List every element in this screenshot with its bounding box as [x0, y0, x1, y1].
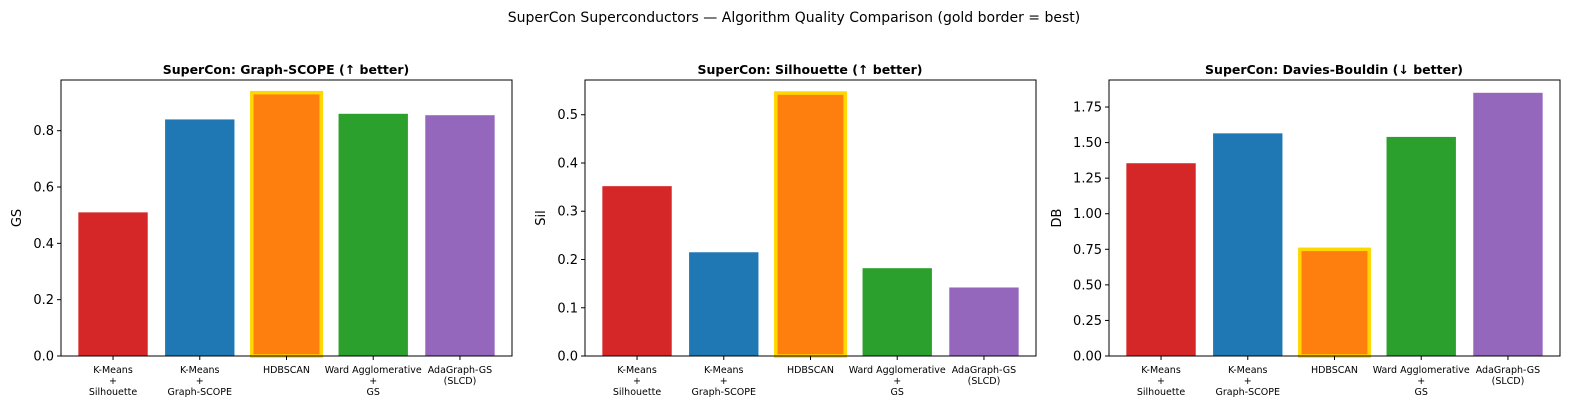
y-tick-label: 1.00 [1073, 207, 1102, 222]
bar [1298, 247, 1371, 358]
y-tick-label: 0.75 [1073, 243, 1102, 258]
y-tick-label: 0.4 [33, 237, 54, 252]
y-axis-label: Sil [534, 210, 549, 225]
y-tick-label: 0.25 [1073, 314, 1102, 329]
x-tick-label: AdaGraph-GS (SLCD) [1476, 365, 1541, 387]
chart-marks: K-Means + Silhouette K-Means + Graph-SCOPE HDB… [33, 90, 495, 398]
bar [1126, 163, 1196, 356]
bar [689, 252, 759, 356]
panel-title: SuperCon: Davies-Bouldin (↓ better) [1205, 62, 1463, 77]
bar [949, 287, 1019, 356]
plot-frame [1108, 79, 1561, 357]
panel-title: SuperCon: Silhouette (↑ better) [698, 62, 923, 77]
y-tick-label: 0.0 [33, 350, 54, 365]
bar [165, 119, 235, 357]
y-tick-label: 0.00 [1073, 350, 1102, 365]
panel-silhouette: SuperCon: Silhouette (↑ better) Sil K-Me… [534, 62, 1037, 398]
bar [862, 268, 932, 356]
y-tick-label: 1.50 [1073, 136, 1102, 151]
x-tick-label: HDBSCAN [787, 365, 834, 376]
y-tick-label: 0.8 [33, 124, 54, 139]
x-tick-label: Ward Agglomerative + GS [325, 365, 422, 398]
x-tick-label: Ward Agglomerative + GS [849, 365, 946, 398]
x-tick-label: HDBSCAN [1311, 365, 1358, 376]
bar [250, 90, 323, 358]
bar [78, 212, 148, 356]
panel-davies-bouldin: SuperCon: Davies-Bouldin (↓ better) DB K… [1050, 62, 1561, 398]
y-tick-label: 0.5 [557, 108, 578, 123]
y-tick-label: 0.2 [557, 253, 578, 268]
x-tick-label: K-Means + Graph-SCOPE [1216, 365, 1280, 398]
y-tick-label: 0.50 [1073, 278, 1102, 293]
plot-frame [60, 79, 513, 357]
x-tick-label: K-Means + Silhouette [1137, 365, 1185, 398]
bar [774, 91, 847, 358]
y-tick-label: 0.6 [33, 181, 54, 196]
y-tick-label: 0.0 [557, 350, 578, 365]
x-tick-label: K-Means + Graph-SCOPE [168, 365, 232, 398]
panel-graph-scope: SuperCon: Graph-SCOPE (↑ better) GS K-Me… [10, 62, 513, 398]
figure-suptitle: SuperCon Superconductors — Algorithm Qua… [508, 10, 1080, 26]
bar [602, 186, 672, 356]
y-axis-label: DB [1050, 209, 1065, 228]
x-tick-label: K-Means + Silhouette [613, 365, 661, 398]
panel-title: SuperCon: Graph-SCOPE (↑ better) [163, 62, 410, 77]
chart-marks: K-Means + Silhouette K-Means + Graph-SCOPE HDB… [1073, 92, 1543, 398]
bar [425, 115, 495, 356]
y-tick-label: 0.1 [557, 301, 578, 316]
chart-marks: K-Means + Silhouette K-Means + Graph-SCOPE HDB… [557, 91, 1019, 398]
x-tick-label: AdaGraph-GS (SLCD) [428, 365, 493, 387]
x-tick-label: K-Means + Graph-SCOPE [692, 365, 756, 398]
x-tick-label: K-Means + Silhouette [89, 365, 137, 398]
plot-frame [584, 79, 1037, 357]
y-tick-label: 1.25 [1073, 172, 1102, 187]
bar [1386, 136, 1456, 356]
y-tick-label: 0.4 [557, 156, 578, 171]
y-tick-label: 1.75 [1073, 101, 1102, 116]
x-tick-label: AdaGraph-GS (SLCD) [952, 365, 1017, 387]
y-tick-label: 0.2 [33, 293, 54, 308]
bar [1473, 92, 1543, 357]
x-tick-label: Ward Agglomerative + GS [1373, 365, 1470, 398]
bar [1213, 133, 1283, 356]
x-tick-label: HDBSCAN [263, 365, 310, 376]
bar [338, 113, 408, 356]
y-axis-label: GS [10, 209, 25, 227]
y-tick-label: 0.3 [557, 205, 578, 220]
